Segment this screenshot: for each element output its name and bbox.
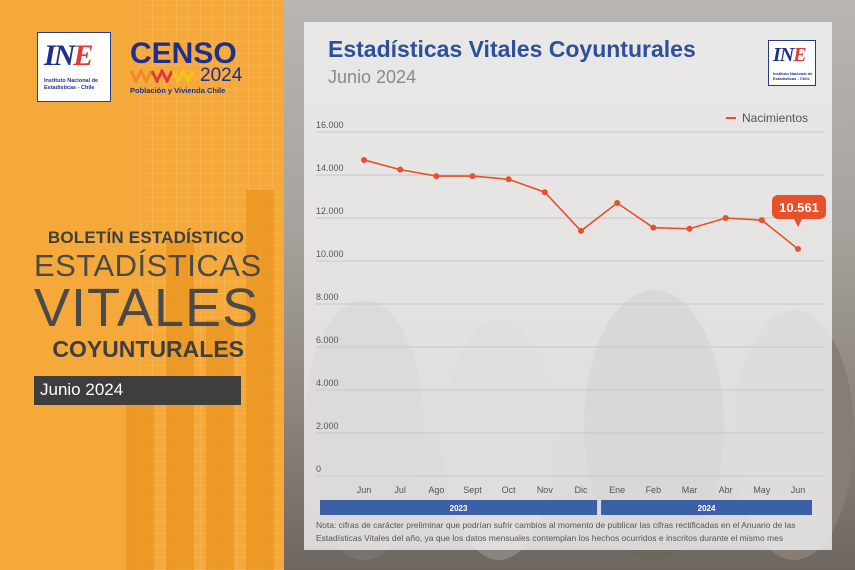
chart-note: Nota: cifras de carácter preliminar que … [316, 519, 826, 545]
x-tick-label: Jul [394, 485, 406, 495]
chart-note-line1: Nota: cifras de carácter preliminar que … [316, 520, 796, 530]
data-point [505, 176, 512, 183]
x-tick-label: Oct [502, 485, 517, 495]
card-ine-logo-caption: Instituto Nacional de Estadísticas - Chi… [773, 71, 813, 81]
x-tick-label: Mar [682, 485, 698, 495]
censo-logo: CENSO 2024 Población y Vivienda Chile [130, 37, 250, 95]
data-point [722, 215, 729, 221]
callout-box [772, 194, 826, 219]
data-point [361, 156, 367, 163]
chart-note-line2: Estadísticas Vitales del año, ya que los… [316, 533, 784, 543]
y-tick-label: 0 [316, 464, 321, 474]
callout-label: 10.561 [779, 200, 819, 215]
bulletin-title: BOLETÍN ESTADÍSTICO ESTADÍSTICAS VITALES… [34, 228, 262, 362]
decorative-bar [246, 190, 274, 570]
x-tick-label: Dic [575, 485, 588, 495]
series-line-nacimientos [363, 159, 799, 250]
ine-logo-caption: Instituto Nacional de Estadísticas - Chi… [44, 78, 99, 91]
x-tick-label: Ene [609, 485, 625, 495]
data-point [758, 217, 765, 224]
y-tick-label: 8.000 [316, 292, 339, 302]
x-tick-label: Jun [791, 485, 806, 495]
line-chart: 0 2.000 4.000 6.000 8.000 10.000 12.000 14.000 1… [316, 111, 826, 515]
callout-pointer [794, 218, 802, 227]
bulletin-date: Junio 2024 [34, 376, 241, 405]
x-tick-label: Feb [646, 485, 662, 495]
data-point [578, 227, 584, 234]
ine-logo-mark: INE [44, 39, 93, 72]
data-point [686, 225, 693, 232]
censo-zigzag-icon [130, 69, 195, 83]
bulletin-title-line2: ESTADÍSTICAS [34, 248, 262, 283]
bulletin-title-line4: COYUNTURALES [52, 336, 244, 362]
x-tick-label: May [753, 485, 771, 495]
x-tick-label: Ago [428, 485, 444, 495]
card-ine-logo: INE Instituto Nacional de Estadísticas -… [768, 40, 816, 86]
chart-card: Estadísticas Vitales Coyunturales Junio … [304, 22, 832, 550]
y-tick-label: 10.000 [316, 249, 344, 259]
chart-subtitle: Junio 2024 [328, 67, 417, 87]
year-group-bar [320, 500, 598, 515]
censo-tagline: Población y Vivienda Chile [130, 86, 226, 95]
x-tick-label: Jun [357, 485, 372, 495]
y-tick-label: 14.000 [316, 163, 344, 173]
data-point [469, 173, 476, 180]
data-point [614, 199, 621, 206]
year-group-label: 2023 [450, 504, 468, 513]
legend-label: Nacimientos [742, 111, 808, 125]
y-tick-label: 2.000 [316, 421, 339, 431]
y-tick-label: 12.000 [316, 206, 344, 216]
year-group-bar [601, 500, 812, 515]
censo-title: CENSO [130, 37, 237, 70]
x-tick-label: Abr [719, 485, 733, 495]
card-ine-logo-mark: INE [773, 44, 807, 66]
bulletin-title-line3: VITALES [34, 278, 260, 338]
ine-logo: INE Instituto Nacional de Estadísticas -… [37, 32, 111, 102]
bulletin-title-line1: BOLETÍN ESTADÍSTICO [47, 228, 244, 247]
data-point [397, 166, 404, 173]
x-tick-label: Nov [537, 485, 554, 495]
decorative-bar [166, 240, 194, 570]
decorative-bar [126, 380, 154, 570]
y-tick-label: 16.000 [316, 120, 344, 130]
x-tick-label: Sept [463, 485, 482, 495]
data-point [433, 173, 440, 180]
y-tick-label: 4.000 [316, 378, 339, 388]
chart-title: Estadísticas Vitales Coyunturales [328, 36, 696, 62]
cover-panel: INE Instituto Nacional de Estadísticas -… [0, 0, 284, 570]
data-point [541, 189, 548, 196]
data-point [650, 224, 657, 231]
decorative-bar [206, 320, 234, 570]
data-point [795, 245, 801, 252]
year-group-label: 2024 [698, 504, 716, 513]
censo-year: 2024 [200, 65, 243, 86]
y-tick-label: 6.000 [316, 335, 339, 345]
